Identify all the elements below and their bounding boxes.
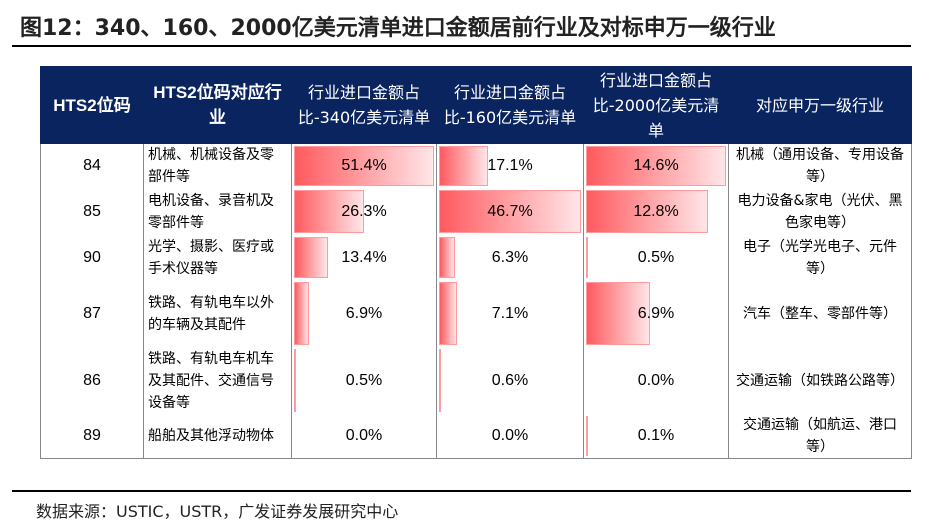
share-value: 13.4% [341,248,387,266]
source-note: 数据来源：USTIC，USTR，广发证券发展研究中心 [36,502,399,521]
share-value: 0.0% [345,427,383,444]
sw-industry: 电力设备&家电（光伏、黑色家电等） [728,188,912,235]
share-value: 6.9% [637,304,675,322]
data-bar [586,282,651,345]
share-value: 0.6% [491,371,529,389]
share-value: 12.8% [633,202,679,220]
hts2-code: 90 [40,235,144,280]
data-bar [586,237,588,278]
footer-divider [12,490,911,492]
data-bar [439,190,581,233]
hts2-industry: 铁路、有轨电车以外的车辆及其配件 [143,280,292,347]
data-bar [294,146,434,186]
share-cell-340: 26.3% [291,188,437,235]
share-cell-160: 7.1% [436,280,584,347]
share-value: 46.7% [487,202,533,220]
hts2-industry: 机械、机械设备及零部件等 [143,143,292,188]
share-value: 7.1% [491,304,529,322]
header-share-160: 行业进口金额占比-160亿美元清单 [436,66,584,144]
sw-industry: 交通运输（如铁路公路等） [728,347,912,414]
table-row: 89 船舶及其他浮动物体 0.0% 0.0% 0.1% 交通运输（如航运、港口等） [40,414,912,459]
share-value: 51.4% [341,157,387,174]
table-row: 85 电机设备、录音机及零部件等 26.3% 46.7% 12.8% 电力设备&家电（光… [40,188,912,235]
share-cell-2000: 12.8% [583,188,729,235]
data-bar [586,190,709,233]
hts2-industry: 光学、摄影、医疗或手术仪器等 [143,235,292,280]
share-cell-160: 0.6% [436,347,584,414]
table-row: 90 光学、摄影、医疗或手术仪器等 13.4% 6.3% 0.5% 电子（光学光电子、元… [40,235,912,280]
share-cell-160: 17.1% [436,143,584,188]
import-share-table: HTS2位码 HTS2位码对应行业 行业进口金额占比-340亿美元清单 行业进口… [40,66,912,459]
share-value: 0.0% [637,371,675,389]
data-bar [439,282,458,345]
table-row: 84 机械、机械设备及零部件等 51.4% 17.1% 14.6% 机械（通用设备、专用… [40,143,912,188]
hts2-code: 85 [40,188,144,235]
share-cell-2000: 14.6% [583,143,729,188]
hts2-code: 87 [40,280,144,347]
share-cell-2000: 0.1% [583,414,729,459]
header-sw-industry: 对应申万一级行业 [728,66,912,144]
share-cell-2000: 6.9% [583,280,729,347]
data-bar [586,146,726,186]
share-cell-340: 6.9% [291,280,437,347]
share-value: 0.0% [491,427,529,444]
share-value: 0.5% [345,371,383,389]
share-value: 0.1% [637,427,675,444]
hts2-industry: 铁路、有轨电车机车及其配件、交通信号设备等 [143,347,292,414]
share-cell-160: 0.0% [436,414,584,459]
table-row: 87 铁路、有轨电车以外的车辆及其配件 6.9% 7.1% 6.9% 汽车（整车、零部件… [40,280,912,347]
share-cell-2000: 0.0% [583,347,729,414]
data-bar [294,282,310,345]
data-bar [294,237,328,278]
share-value: 6.3% [491,248,529,266]
hts2-industry: 船舶及其他浮动物体 [143,414,292,459]
data-bar [439,237,455,278]
hts2-code: 89 [40,414,144,459]
data-bar [439,146,489,186]
figure-title: 图12：340、160、2000亿美元清单进口金额居前行业及对标申万一级行业 [20,16,776,41]
share-value: 6.9% [345,304,383,322]
share-cell-2000: 0.5% [583,235,729,280]
header-share-2000: 行业进口金额占比-2000亿美元清单 [583,66,729,144]
share-cell-340: 51.4% [291,143,437,188]
data-bar [439,349,441,412]
sw-industry: 汽车（整车、零部件等） [728,280,912,347]
share-cell-340: 13.4% [291,235,437,280]
data-bar [294,190,364,233]
hts2-code: 86 [40,347,144,414]
share-value: 17.1% [487,157,533,174]
share-value: 14.6% [633,157,679,174]
share-value: 26.3% [341,202,387,220]
sw-industry: 电子（光学光电子、元件等） [728,235,912,280]
title-divider [12,45,911,47]
share-value: 0.5% [637,248,675,266]
header-hts2-code: HTS2位码 [40,66,144,144]
share-cell-160: 46.7% [436,188,584,235]
share-cell-340: 0.0% [291,414,437,459]
hts2-industry: 电机设备、录音机及零部件等 [143,188,292,235]
sw-industry: 交通运输（如航运、港口等） [728,414,912,459]
table-row: 86 铁路、有轨电车机车及其配件、交通信号设备等 0.5% 0.6% 0.0% 交通运输… [40,347,912,414]
share-cell-340: 0.5% [291,347,437,414]
header-share-340: 行业进口金额占比-340亿美元清单 [291,66,437,144]
sw-industry: 机械（通用设备、专用设备等） [728,143,912,188]
header-hts2-industry: HTS2位码对应行业 [143,66,292,144]
share-cell-160: 6.3% [436,235,584,280]
data-bar [294,349,296,412]
hts2-code: 84 [40,143,144,188]
data-bar [586,416,588,456]
